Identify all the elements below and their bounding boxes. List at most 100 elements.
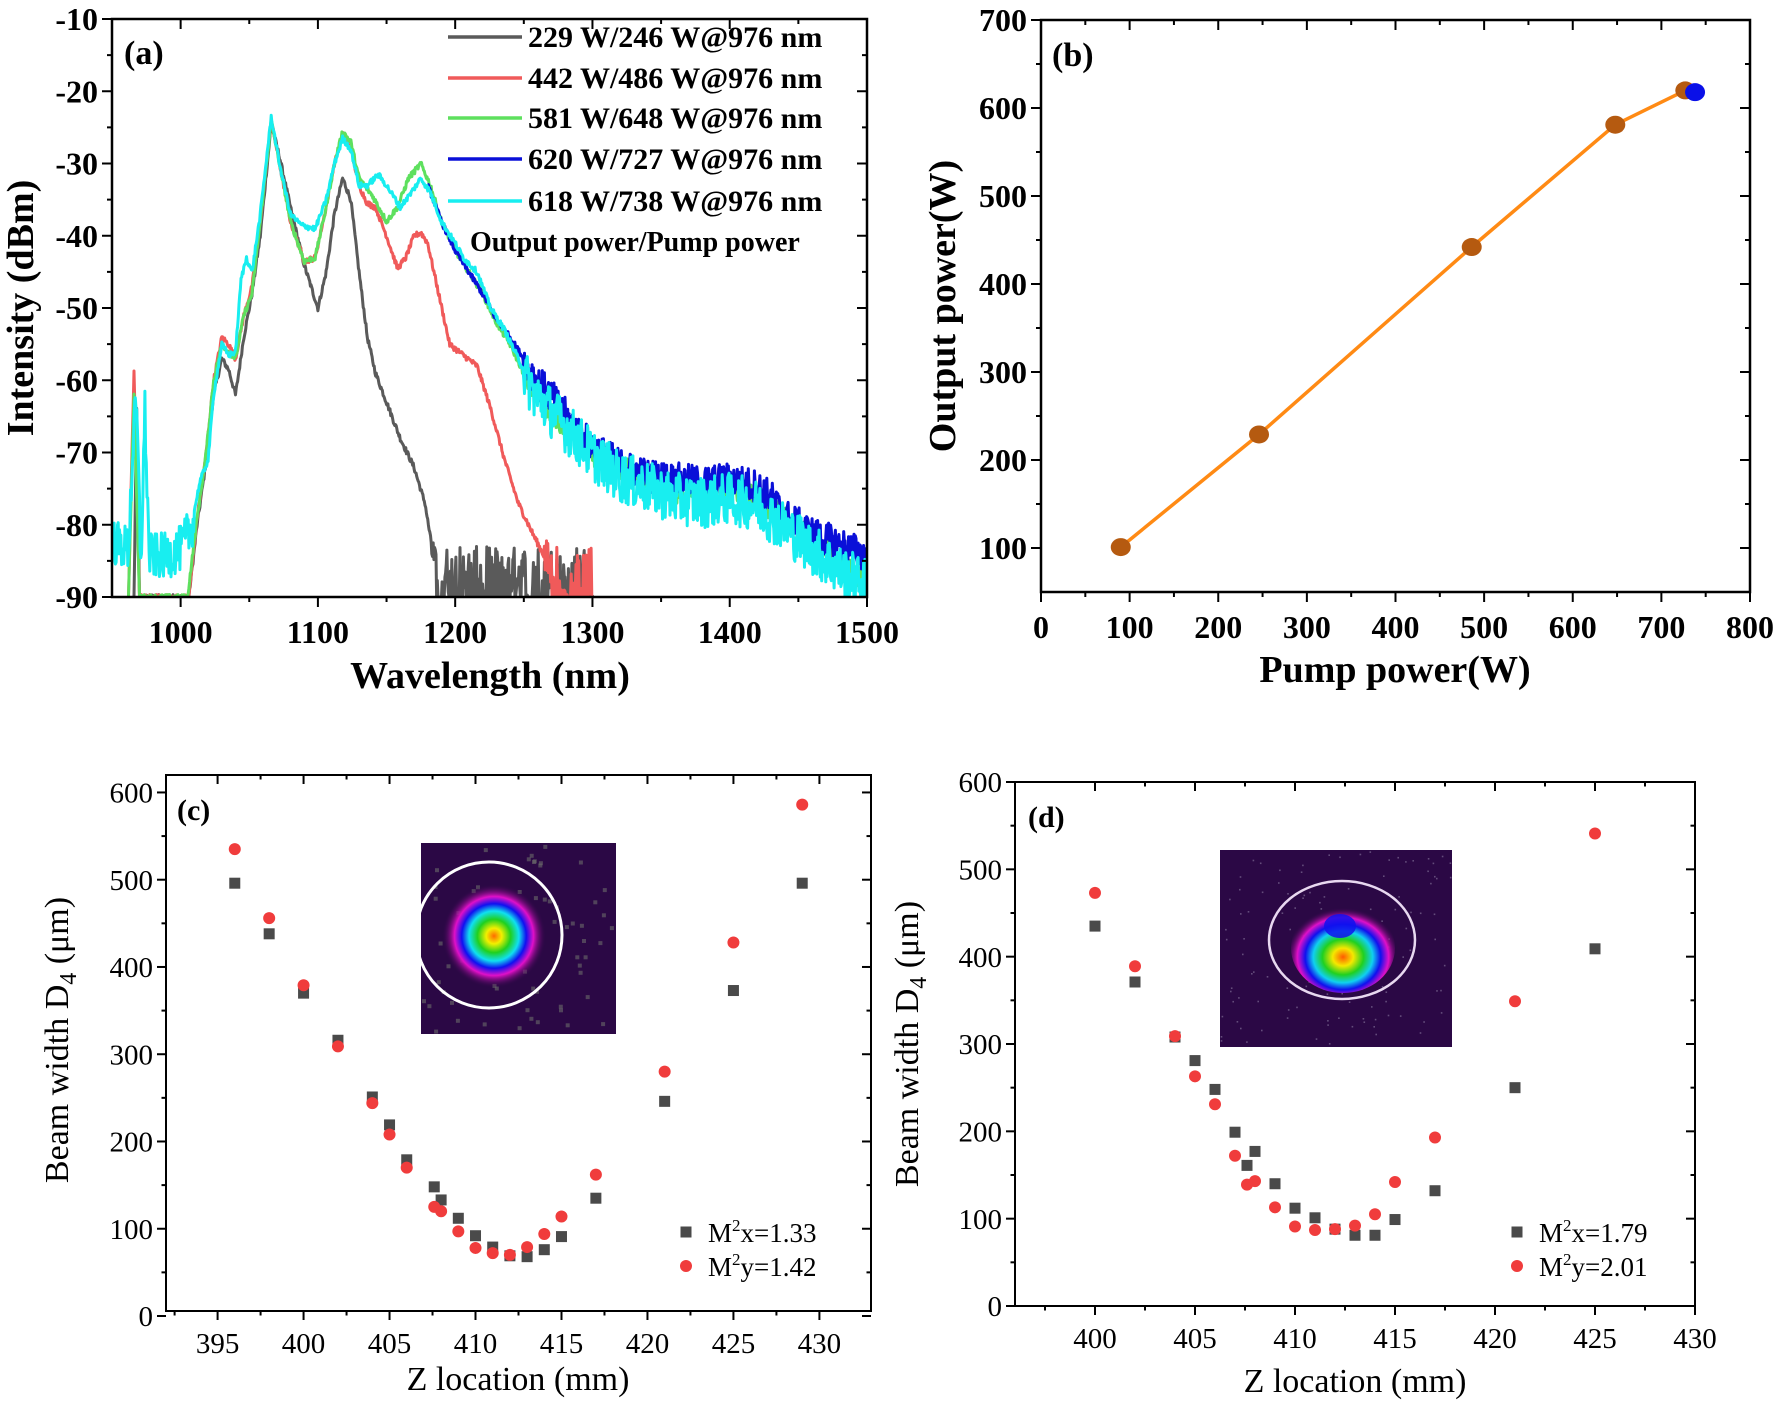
- noise-speckle: [1296, 1006, 1298, 1009]
- x-tick-label: 500: [1460, 609, 1508, 645]
- noise-speckle: [1388, 859, 1390, 861]
- data-point: [1249, 425, 1270, 444]
- y-tick-label: 200: [979, 442, 1027, 478]
- noise-speckle: [1286, 987, 1289, 989]
- y-tick-label: 600: [979, 90, 1027, 126]
- y-axis-label-unit: (μm): [889, 901, 926, 977]
- noise-speckle: [1302, 864, 1304, 867]
- noise-speckle: [579, 923, 584, 928]
- data-point-x: [1269, 1178, 1281, 1190]
- data-point-y: [366, 1097, 379, 1110]
- data-point-y: [589, 1168, 602, 1181]
- noise-speckle: [525, 1008, 530, 1013]
- noise-speckle: [1289, 928, 1291, 931]
- y-tick-label: 500: [110, 865, 154, 897]
- noise-speckle: [1397, 856, 1399, 859]
- legend-entry: M2x=1.79: [1511, 1216, 1648, 1248]
- data-point-x: [796, 877, 808, 889]
- noise-speckle: [1220, 1036, 1223, 1038]
- x-tick-label: 1500: [835, 614, 899, 650]
- x-tick-label: 415: [1373, 1323, 1417, 1355]
- noise-speckle: [609, 926, 614, 931]
- noise-speckle: [450, 1000, 454, 1005]
- noise-speckle: [1369, 851, 1372, 853]
- noise-speckle: [1432, 862, 1435, 865]
- y-tick-label: 400: [979, 266, 1027, 302]
- noise-speckle: [438, 941, 443, 946]
- noise-speckle: [602, 888, 607, 893]
- noise-speckle: [1266, 976, 1269, 978]
- noise-speckle: [601, 1022, 606, 1027]
- data-point-x: [1209, 1083, 1221, 1095]
- noise-speckle: [1443, 964, 1446, 967]
- noise-speckle: [1261, 1029, 1263, 1032]
- legend-title: Output power/Pump power: [470, 227, 800, 258]
- noise-speckle: [1261, 891, 1264, 894]
- noise-speckle: [1220, 1040, 1223, 1042]
- y-tick-label: 100: [959, 1204, 1003, 1236]
- y-tick-label: -10: [55, 1, 98, 37]
- legend-label-superscript: 2: [1563, 1250, 1572, 1269]
- axis-ticks: 1000 1100 1200 1300 1400 1500 -90 -80 -70 -60 -50 -…: [55, 1, 899, 650]
- data-point-x: [590, 1192, 602, 1204]
- noise-speckle: [433, 896, 438, 901]
- x-tick-label: 1200: [423, 614, 487, 650]
- noise-speckle: [526, 857, 531, 862]
- x-axis-label: Z location (mm): [1244, 1363, 1467, 1400]
- beam-spot: [442, 884, 546, 988]
- y-tick-label: 200: [959, 1116, 1003, 1148]
- legend-label: 229 W/246 W@976 nm: [528, 21, 822, 54]
- noise-speckle: [558, 1004, 563, 1009]
- panel-label: (b): [1052, 37, 1094, 74]
- noise-speckle: [532, 860, 536, 864]
- noise-speckle: [1423, 1021, 1425, 1023]
- legend-label: M2y=1.42: [708, 1250, 817, 1282]
- noise-speckle: [1243, 938, 1245, 940]
- noise-speckle: [1399, 1015, 1402, 1017]
- noise-speckle: [1229, 898, 1231, 901]
- noise-speckle: [1419, 912, 1422, 915]
- y-axis-label-main: Beam width D: [39, 985, 76, 1183]
- noise-speckle: [542, 897, 547, 902]
- noise-speckle: [1441, 855, 1444, 858]
- data-point-y: [1169, 1030, 1181, 1043]
- x-tick-label: 400: [282, 1328, 326, 1360]
- noise-speckle: [1300, 871, 1303, 873]
- legend-label: 620 W/727 W@976 nm: [528, 143, 822, 176]
- noise-speckle: [538, 861, 543, 866]
- noise-speckle: [1257, 1000, 1259, 1003]
- legend-label: 442 W/486 W@976 nm: [528, 62, 822, 95]
- axis-ticks: 400 405 410 415 420 425 430 0 100 200 300 400 500 600: [959, 767, 1717, 1355]
- x-tick-label: 400: [1073, 1323, 1117, 1355]
- x-tick-label: 700: [1637, 609, 1685, 645]
- legend-entry: 442 W/486 W@976 nm: [448, 62, 822, 95]
- noise-speckle: [1281, 912, 1284, 914]
- noise-speckle: [1259, 862, 1262, 865]
- noise-speckle: [1327, 1020, 1329, 1022]
- data-point-y: [1429, 1131, 1441, 1144]
- y-axis-label: Beam width D4 (μm): [889, 901, 932, 1187]
- y-tick-label: -20: [55, 73, 98, 109]
- noise-speckle: [1405, 861, 1407, 863]
- spectrum-series-group: [112, 113, 867, 597]
- beam-spot: [1291, 903, 1395, 993]
- y-axis-label: Intensity (dBm): [0, 180, 42, 437]
- noise-speckle: [1385, 991, 1388, 993]
- data-point-y: [1589, 827, 1601, 840]
- y-tick-label: 300: [959, 1029, 1003, 1061]
- x-tick-label: 800: [1726, 609, 1774, 645]
- data-point-y: [1089, 886, 1101, 899]
- noise-speckle: [1341, 992, 1343, 995]
- legend-label: 581 W/648 W@976 nm: [528, 102, 822, 135]
- noise-speckle: [446, 964, 451, 969]
- output-vs-pump-line: [1119, 88, 1687, 549]
- data-point-x: [435, 1194, 447, 1206]
- noise-speckle: [1323, 896, 1326, 898]
- y-tick-label: 500: [959, 854, 1003, 886]
- noise-speckle: [1440, 1012, 1443, 1014]
- data-point-x: [1129, 976, 1141, 988]
- data-point-y: [1189, 1070, 1201, 1083]
- panel-label: (d): [1028, 801, 1065, 834]
- data-point-x: [1509, 1082, 1521, 1094]
